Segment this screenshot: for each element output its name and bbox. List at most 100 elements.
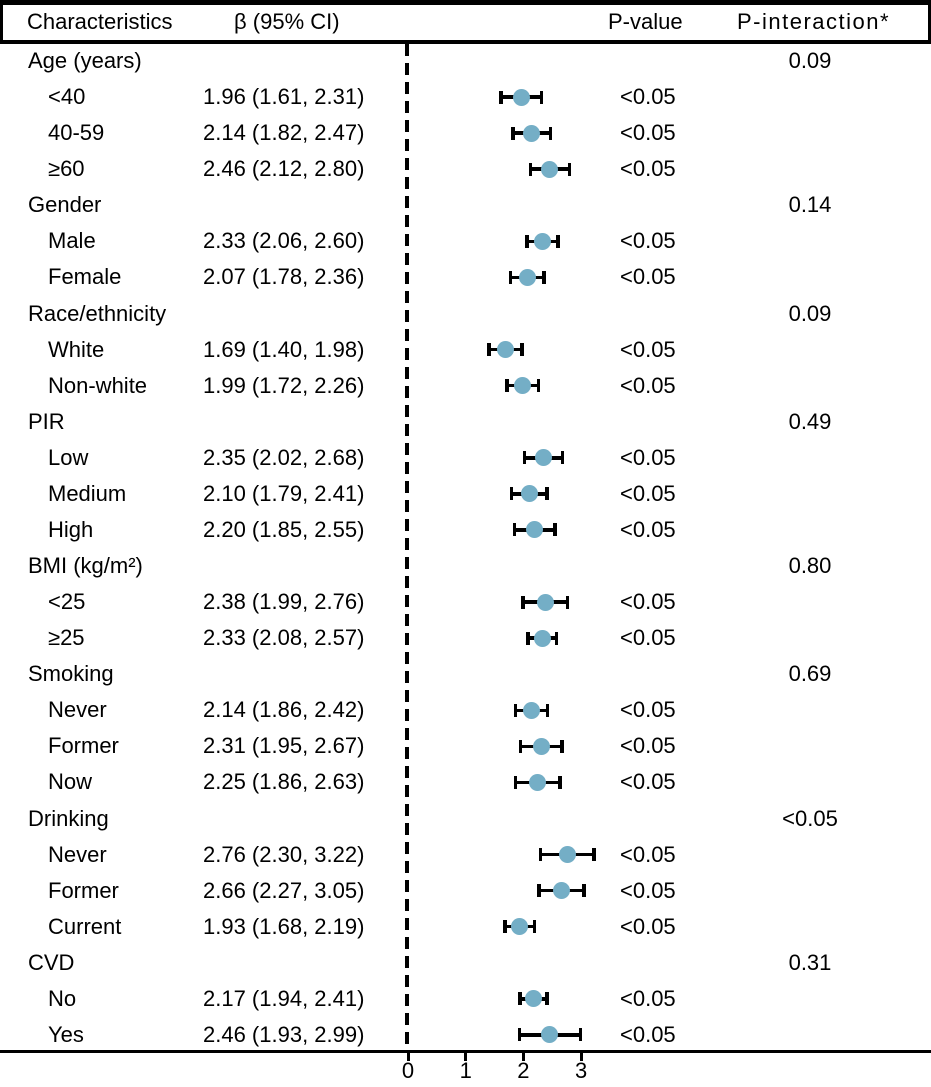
- beta-ci-value: 2.14 (1.86, 2.42): [203, 697, 365, 723]
- subgroup-label: Medium: [48, 480, 127, 506]
- forest-group-row: CVD 0.31: [0, 945, 931, 981]
- column-header-p-value: P-value: [608, 9, 683, 34]
- point-estimate-marker: [558, 846, 576, 864]
- ci-cap-left: [518, 992, 522, 1006]
- ci-cap-right: [560, 739, 564, 753]
- subgroup-label: <25: [48, 589, 86, 615]
- point-estimate-marker: [535, 449, 553, 467]
- point-estimate-marker: [541, 160, 559, 178]
- beta-ci-value: 2.46 (1.93, 2.99): [203, 1021, 365, 1047]
- p-value: <0.05: [620, 120, 676, 146]
- beta-ci-value: 1.69 (1.40, 1.98): [203, 336, 365, 362]
- p-value: <0.05: [620, 336, 676, 362]
- ci-cap-left: [503, 920, 507, 934]
- ci-cap-left: [505, 379, 509, 393]
- beta-ci-value: 2.35 (2.02, 2.68): [203, 444, 365, 470]
- header-right-edge: [928, 0, 931, 44]
- forest-row: Never 2.76 (2.30, 3.22) <0.05: [0, 837, 931, 873]
- ci-cap-right: [545, 487, 549, 501]
- forest-row: No 2.17 (1.94, 2.41) <0.05: [0, 981, 931, 1017]
- ci-cap-left: [517, 1028, 522, 1042]
- subgroup-label: ≥25: [48, 625, 85, 651]
- point-estimate-marker: [526, 521, 544, 539]
- p-value: <0.05: [620, 480, 676, 506]
- x-axis-tick-label: 0: [401, 1058, 415, 1083]
- beta-ci-value: 2.33 (2.08, 2.57): [203, 625, 365, 651]
- group-label: Age (years): [28, 48, 142, 74]
- forest-row: Non-white 1.99 (1.72, 2.26) <0.05: [0, 368, 931, 404]
- p-value: <0.05: [620, 372, 676, 398]
- beta-ci-value: 2.66 (2.27, 3.05): [203, 877, 365, 903]
- forest-row: Now 2.25 (1.86, 2.63) <0.05: [0, 764, 931, 800]
- p-value: <0.05: [620, 913, 676, 939]
- forest-row: ≥25 2.33 (2.08, 2.57) <0.05: [0, 620, 931, 656]
- p-interaction-value: <0.05: [782, 805, 838, 831]
- ci-cap-right: [520, 343, 524, 357]
- p-value: <0.05: [620, 877, 676, 903]
- p-interaction-value: 0.14: [788, 192, 832, 218]
- point-estimate-marker: [552, 882, 570, 900]
- ci-cap-left: [499, 90, 503, 104]
- group-label: Gender: [28, 192, 102, 218]
- subgroup-label: <40: [48, 84, 86, 110]
- p-value: <0.05: [620, 156, 676, 182]
- p-interaction-value: 0.80: [788, 553, 832, 578]
- ci-cap-right: [545, 703, 550, 717]
- point-estimate-marker: [524, 990, 542, 1008]
- point-estimate-marker: [510, 918, 528, 936]
- point-estimate-marker: [514, 377, 532, 395]
- point-estimate-marker: [529, 773, 547, 791]
- ci-cap-right: [567, 162, 572, 176]
- ci-cap-right: [582, 884, 586, 898]
- ci-cap-left: [511, 126, 515, 140]
- ci-cap-left: [487, 343, 491, 357]
- forest-group-row: Drinking <0.05: [0, 800, 931, 836]
- subgroup-label: Never: [48, 697, 107, 723]
- forest-row: Never 2.14 (1.86, 2.42) <0.05: [0, 692, 931, 728]
- ci-cap-right: [556, 234, 560, 248]
- point-estimate-marker: [536, 593, 554, 611]
- beta-ci-value: 2.20 (1.85, 2.55): [203, 516, 365, 542]
- top-rule: [0, 0, 931, 5]
- subgroup-label: Former: [48, 877, 119, 903]
- ci-cap-left: [509, 487, 514, 501]
- point-estimate-marker: [518, 268, 536, 286]
- p-value: <0.05: [620, 589, 676, 615]
- ci-cap-left: [521, 595, 525, 609]
- point-estimate-marker: [532, 737, 550, 755]
- forest-row: Medium 2.10 (1.79, 2.41) <0.05: [0, 476, 931, 512]
- ci-cap-left: [513, 775, 518, 789]
- ci-cap-left: [508, 270, 513, 284]
- beta-ci-value: 2.46 (2.12, 2.80): [203, 156, 365, 182]
- x-axis-tick-label: 2: [517, 1058, 530, 1083]
- ci-cap-right: [565, 595, 569, 609]
- column-header-p-interaction: P-interaction*: [737, 9, 891, 34]
- p-value: <0.05: [620, 444, 676, 470]
- ci-cap-left: [528, 162, 533, 176]
- group-label: Race/ethnicity: [28, 300, 167, 326]
- forest-group-row: Smoking 0.69: [0, 656, 931, 692]
- p-value: <0.05: [620, 985, 676, 1011]
- beta-ci-value: 1.96 (1.61, 2.31): [203, 84, 365, 110]
- ci-cap-left: [522, 451, 527, 465]
- x-axis-tick: [406, 1050, 410, 1061]
- forest-row: <25 2.38 (1.99, 2.76) <0.05: [0, 584, 931, 620]
- ci-cap-left: [513, 703, 518, 717]
- forest-row: High 2.20 (1.85, 2.55) <0.05: [0, 512, 931, 548]
- ci-cap-right: [539, 90, 544, 104]
- p-value: <0.05: [620, 697, 676, 723]
- subgroup-label: ≥60: [48, 156, 85, 182]
- ci-cap-right: [592, 848, 596, 862]
- subgroup-label: High: [48, 516, 94, 542]
- ci-cap-right: [542, 270, 546, 284]
- beta-ci-value: 2.10 (1.79, 2.41): [203, 480, 365, 506]
- ci-cap-right: [548, 126, 553, 140]
- forest-row: Female 2.07 (1.78, 2.36) <0.05: [0, 259, 931, 295]
- subgroup-label: Male: [48, 228, 96, 254]
- point-estimate-marker: [512, 88, 530, 106]
- forest-row: Low 2.35 (2.02, 2.68) <0.05: [0, 440, 931, 476]
- point-estimate-marker: [522, 701, 540, 719]
- header-left-edge: [0, 0, 3, 44]
- ci-cap-left: [512, 523, 517, 537]
- subgroup-label: Non-white: [48, 372, 148, 398]
